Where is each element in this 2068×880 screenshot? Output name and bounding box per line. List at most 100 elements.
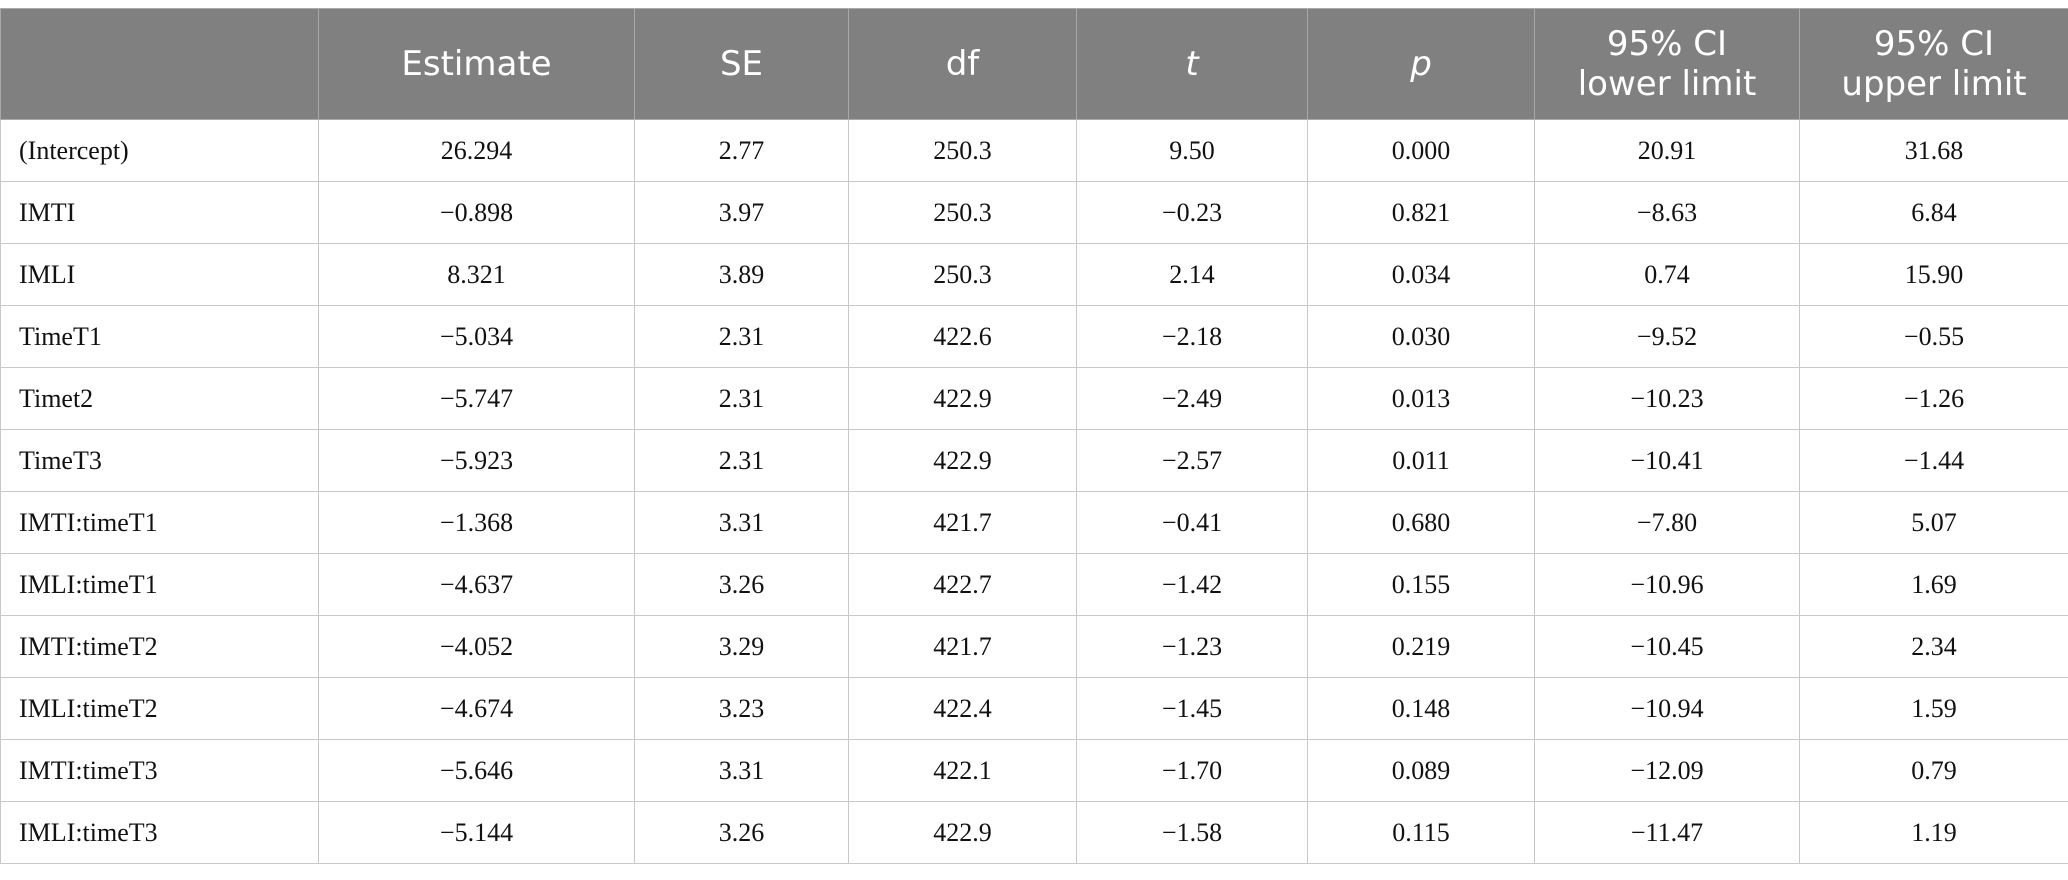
table-row: IMTI:timeT2 −4.052 3.29 421.7 −1.23 0.219 −10.… [0, 615, 2068, 678]
cell-ci-upper: −1.26 [1799, 367, 2068, 430]
header-ci-upper-line2: upper limit [1841, 64, 2027, 104]
cell-ci-lower: −10.41 [1534, 429, 1800, 492]
table-body: (Intercept) 26.294 2.77 250.3 9.50 0.000 20.91… [0, 119, 2068, 864]
cell-p: 0.089 [1307, 739, 1535, 802]
header-df: df [848, 8, 1077, 120]
cell-ci-lower: −10.96 [1534, 553, 1800, 616]
cell-se: 3.31 [634, 739, 849, 802]
cell-p: 0.680 [1307, 491, 1535, 554]
cell-estimate: −4.637 [318, 553, 635, 616]
header-se: SE [634, 8, 849, 120]
cell-term: IMLI:timeT1 [0, 553, 319, 616]
cell-p: 0.219 [1307, 615, 1535, 678]
cell-term: IMTI:timeT3 [0, 739, 319, 802]
cell-df: 422.4 [848, 677, 1077, 740]
cell-t: −0.23 [1076, 181, 1308, 244]
cell-t: −1.70 [1076, 739, 1308, 802]
cell-estimate: −5.646 [318, 739, 635, 802]
cell-df: 250.3 [848, 119, 1077, 182]
cell-term: IMLI:timeT2 [0, 677, 319, 740]
cell-se: 2.77 [634, 119, 849, 182]
cell-term: IMTI [0, 181, 319, 244]
cell-df: 422.9 [848, 801, 1077, 864]
cell-ci-upper: 31.68 [1799, 119, 2068, 182]
cell-ci-upper: 1.19 [1799, 801, 2068, 864]
cell-t: −2.18 [1076, 305, 1308, 368]
header-estimate: Estimate [318, 8, 635, 120]
cell-p: 0.148 [1307, 677, 1535, 740]
cell-p: 0.011 [1307, 429, 1535, 492]
cell-term: IMTI:timeT2 [0, 615, 319, 678]
cell-estimate: −5.034 [318, 305, 635, 368]
cell-se: 3.26 [634, 553, 849, 616]
cell-df: 250.3 [848, 181, 1077, 244]
cell-t: −1.42 [1076, 553, 1308, 616]
table-header: Estimate SE df t p 95% CI lower limit 95… [0, 8, 2068, 120]
regression-table-container: Estimate SE df t p 95% CI lower limit 95… [0, 8, 2068, 864]
cell-ci-lower: −8.63 [1534, 181, 1800, 244]
cell-df: 422.1 [848, 739, 1077, 802]
cell-ci-upper: 0.79 [1799, 739, 2068, 802]
cell-t: −2.49 [1076, 367, 1308, 430]
cell-df: 421.7 [848, 491, 1077, 554]
cell-t: −2.57 [1076, 429, 1308, 492]
cell-se: 3.31 [634, 491, 849, 554]
header-row: Estimate SE df t p 95% CI lower limit 95… [0, 8, 2068, 120]
header-ci-upper-line1: 95% CI [1873, 24, 1995, 64]
cell-ci-upper: 15.90 [1799, 243, 2068, 306]
cell-df: 422.7 [848, 553, 1077, 616]
cell-term: TimeT1 [0, 305, 319, 368]
cell-df: 250.3 [848, 243, 1077, 306]
cell-t: 2.14 [1076, 243, 1308, 306]
cell-df: 421.7 [848, 615, 1077, 678]
cell-term: Timet2 [0, 367, 319, 430]
table-row: IMTI:timeT1 −1.368 3.31 421.7 −0.41 0.680 −7.8… [0, 491, 2068, 554]
cell-p: 0.030 [1307, 305, 1535, 368]
cell-term: IMLI [0, 243, 319, 306]
cell-df: 422.9 [848, 429, 1077, 492]
header-t: t [1076, 8, 1308, 120]
cell-p: 0.013 [1307, 367, 1535, 430]
cell-ci-lower: −9.52 [1534, 305, 1800, 368]
table-row: IMLI 8.321 3.89 250.3 2.14 0.034 0.74 15.90 [0, 243, 2068, 306]
cell-ci-upper: 2.34 [1799, 615, 2068, 678]
regression-results-table: Estimate SE df t p 95% CI lower limit 95… [0, 8, 2068, 864]
header-ci-lower: 95% CI lower limit [1534, 8, 1800, 120]
cell-se: 3.23 [634, 677, 849, 740]
cell-ci-lower: 20.91 [1534, 119, 1800, 182]
table-row: IMLI:timeT2 −4.674 3.23 422.4 −1.45 0.148 −10.… [0, 677, 2068, 740]
cell-se: 2.31 [634, 429, 849, 492]
cell-estimate: −5.923 [318, 429, 635, 492]
cell-ci-lower: −10.94 [1534, 677, 1800, 740]
cell-ci-upper: 6.84 [1799, 181, 2068, 244]
cell-se: 3.97 [634, 181, 849, 244]
cell-p: 0.115 [1307, 801, 1535, 864]
cell-estimate: 26.294 [318, 119, 635, 182]
table-row: Timet2 −5.747 2.31 422.9 −2.49 0.013 −10.23 −1.… [0, 367, 2068, 430]
cell-se: 3.89 [634, 243, 849, 306]
cell-p: 0.000 [1307, 119, 1535, 182]
cell-ci-upper: 1.69 [1799, 553, 2068, 616]
cell-estimate: −4.674 [318, 677, 635, 740]
cell-t: −0.41 [1076, 491, 1308, 554]
cell-ci-lower: −10.23 [1534, 367, 1800, 430]
table-row: (Intercept) 26.294 2.77 250.3 9.50 0.000 20.91… [0, 119, 2068, 182]
cell-se: 3.26 [634, 801, 849, 864]
cell-ci-upper: 1.59 [1799, 677, 2068, 740]
header-ci-lower-line1: 95% CI [1606, 24, 1728, 64]
cell-estimate: −5.144 [318, 801, 635, 864]
header-ci-upper: 95% CI upper limit [1799, 8, 2068, 120]
cell-se: 2.31 [634, 367, 849, 430]
cell-estimate: −1.368 [318, 491, 635, 554]
cell-estimate: −4.052 [318, 615, 635, 678]
cell-ci-lower: 0.74 [1534, 243, 1800, 306]
cell-ci-upper: −0.55 [1799, 305, 2068, 368]
cell-p: 0.155 [1307, 553, 1535, 616]
cell-ci-lower: −11.47 [1534, 801, 1800, 864]
cell-t: 9.50 [1076, 119, 1308, 182]
table-row: IMTI:timeT3 −5.646 3.31 422.1 −1.70 0.089 −12.… [0, 739, 2068, 802]
table-row: IMLI:timeT1 −4.637 3.26 422.7 −1.42 0.155 −10.… [0, 553, 2068, 616]
header-term [0, 8, 319, 120]
header-p: p [1307, 8, 1535, 120]
cell-ci-lower: −10.45 [1534, 615, 1800, 678]
